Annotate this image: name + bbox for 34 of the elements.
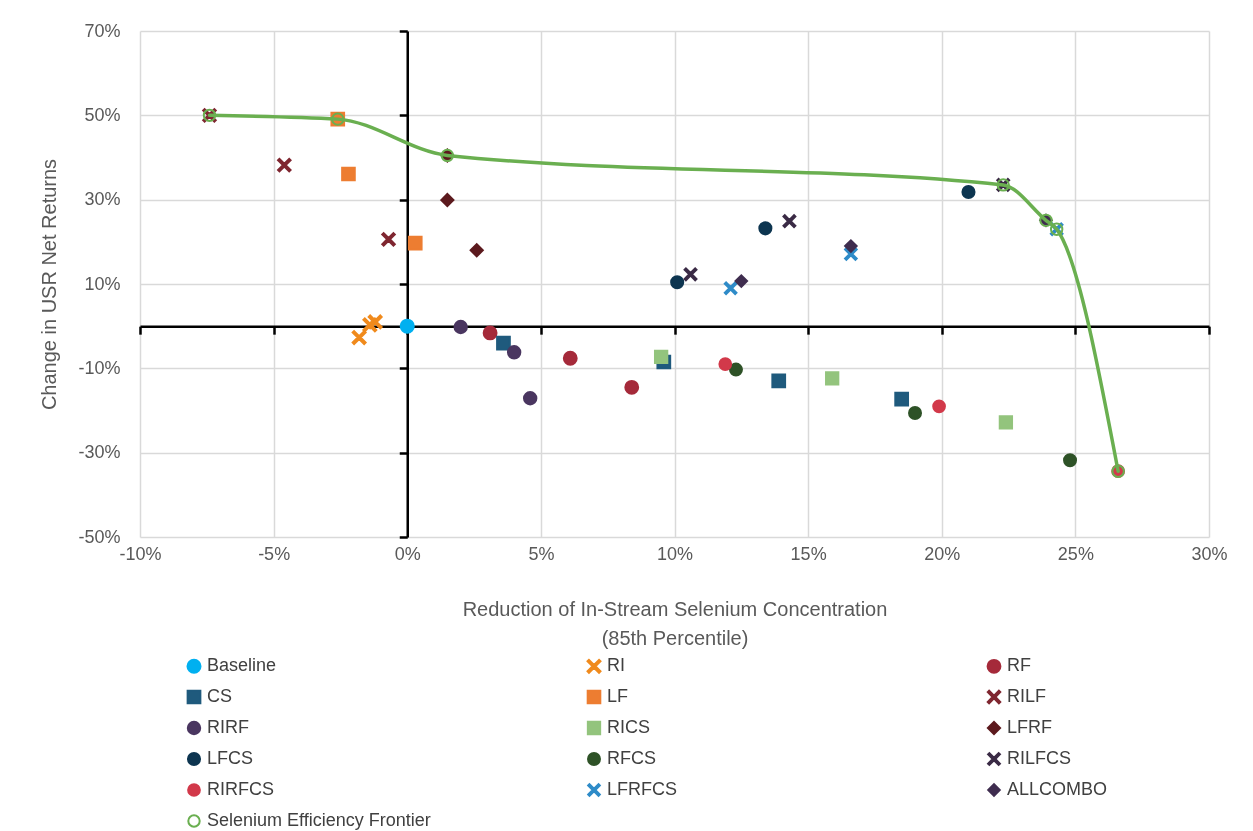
- legend-label: RI: [607, 655, 625, 676]
- legend-label: Baseline: [207, 655, 277, 676]
- legend-label: RIRF: [207, 717, 249, 737]
- x-tick-label: 5%: [528, 543, 555, 564]
- x-tick-label: -5%: [258, 543, 291, 564]
- y-tick-label: 30%: [84, 189, 121, 210]
- y-tick-label: 70%: [84, 20, 121, 41]
- x-tick-label: 20%: [924, 543, 961, 564]
- y-axis-title: Change in USR Net Returns: [38, 158, 61, 411]
- y-tick-label: 50%: [84, 104, 121, 125]
- x-tick-label: 25%: [1057, 543, 1094, 564]
- x-tick-label: -10%: [119, 543, 162, 564]
- y-tick-label: 10%: [84, 273, 121, 294]
- legend-label: RICS: [607, 717, 651, 737]
- x-axis-title: Reduction of In-Stream Selenium Concentration (85th Percentile): [462, 597, 888, 649]
- legend-label: RIRFCS: [207, 779, 274, 799]
- legend-label: RILFCS: [1007, 748, 1072, 768]
- legend-label: ALLCOMBO: [1007, 779, 1108, 799]
- x-tick-label: 15%: [790, 543, 827, 564]
- legend-label: RFCS: [607, 748, 656, 768]
- legend-label: RILF: [1007, 686, 1047, 706]
- y-tick-label: -10%: [78, 357, 121, 378]
- x-tick-label: 30%: [1191, 543, 1228, 564]
- x-tick-label: 10%: [656, 543, 694, 564]
- legend-label: RF: [1007, 655, 1031, 676]
- legend-label: LFRFCS: [607, 779, 678, 799]
- x-tick-label: 0%: [394, 543, 421, 564]
- legend-label: CS: [207, 686, 233, 706]
- y-tick-label: -50%: [78, 526, 121, 547]
- legend-label: LFCS: [207, 748, 254, 768]
- legend-label: LF: [607, 686, 629, 706]
- y-tick-label: -30%: [78, 442, 121, 463]
- legend-label: LFRF: [1007, 717, 1052, 737]
- legend-label: Selenium Efficiency Frontier: [207, 810, 431, 830]
